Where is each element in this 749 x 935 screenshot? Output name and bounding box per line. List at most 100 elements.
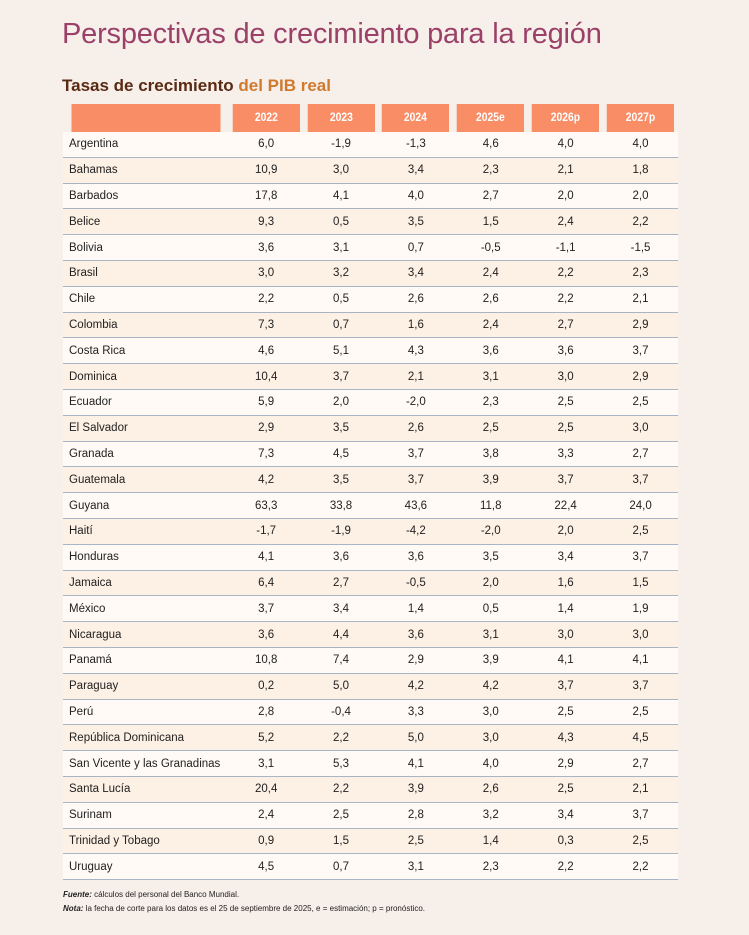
table-row: Ecuador 5,9 2,0 -2,0 2,3 2,5 2,5 <box>63 389 678 416</box>
table-row: Guatemala 4,2 3,5 3,7 3,9 3,7 3,7 <box>63 466 678 494</box>
country-cell: Dominica <box>63 363 229 390</box>
table-row: Brasil 3,0 3,2 3,4 2,4 2,2 2,3 <box>63 260 678 287</box>
value-cell: 3,0 <box>303 157 379 184</box>
table-row: Nicaragua 3,6 4,4 3,6 3,1 3,0 3,0 <box>63 621 678 648</box>
table-row: Argentina 6,0 -1,9 -1,3 4,6 4,0 4,0 <box>63 132 678 158</box>
value-cell: 2,4 <box>228 802 304 829</box>
value-cell: 3,1 <box>378 853 454 881</box>
value-cell: 4,6 <box>453 132 529 158</box>
value-cell: 4,2 <box>378 673 454 700</box>
value-cell: 0,5 <box>453 595 529 623</box>
table-row: Trinidad y Tobago 0,9 1,5 2,5 1,4 0,3 2,5 <box>63 828 678 855</box>
column-header: 2024 <box>382 104 450 132</box>
table-row: Haití -1,7 -1,9 -4,2 -2,0 2,0 2,5 <box>63 518 678 545</box>
table-row: Dominica 10,4 3,7 2,1 3,1 3,0 2,9 <box>63 363 678 390</box>
value-cell: 2,0 <box>603 183 678 210</box>
column-header <box>71 104 221 132</box>
table-row: Panamá 10,8 7,4 2,9 3,9 4,1 4,1 <box>63 647 678 674</box>
value-cell: 3,6 <box>528 337 604 365</box>
table-row: Jamaica 6,4 2,7 -0,5 2,0 1,6 1,5 <box>63 570 678 597</box>
value-cell: 3,0 <box>228 260 304 287</box>
table-header-row: 2022 2023 2024 2025e 2026p 2027p <box>63 104 678 132</box>
value-cell: 3,6 <box>378 621 454 648</box>
value-cell: 2,9 <box>603 312 678 339</box>
value-cell: -1,1 <box>528 234 604 261</box>
country-cell: Jamaica <box>63 570 229 597</box>
table-row: Uruguay 4,5 0,7 3,1 2,3 2,2 2,2 <box>63 853 678 881</box>
country-cell: Guyana <box>63 492 229 519</box>
column-header: 2026p <box>531 104 600 132</box>
value-cell: 1,5 <box>603 570 678 597</box>
value-cell: 0,7 <box>378 234 454 261</box>
country-cell: Barbados <box>63 183 229 210</box>
value-cell: 2,2 <box>303 776 379 803</box>
value-cell: 3,1 <box>453 621 529 648</box>
value-cell: 2,5 <box>603 518 678 545</box>
table-row: San Vicente y las Granadinas 3,1 5,3 4,1 4,0… <box>63 750 678 777</box>
value-cell: 0,5 <box>303 286 379 313</box>
country-cell: Brasil <box>63 260 229 287</box>
value-cell: 5,3 <box>303 750 379 777</box>
value-cell: 2,3 <box>603 260 678 287</box>
value-cell: 10,4 <box>228 363 304 390</box>
value-cell: 1,5 <box>303 828 379 855</box>
value-cell: 3,7 <box>528 673 604 700</box>
country-cell: México <box>63 595 229 623</box>
value-cell: 3,7 <box>603 466 678 494</box>
table-row: Honduras 4,1 3,6 3,6 3,5 3,4 3,7 <box>63 544 678 571</box>
value-cell: 2,5 <box>603 828 678 855</box>
gdp-growth-table: 2022 2023 2024 2025e 2026p 2027p Argentina 6,0… <box>63 104 678 881</box>
value-cell: 33,8 <box>303 492 379 519</box>
value-cell: 3,6 <box>303 544 379 571</box>
value-cell: 2,5 <box>303 802 379 829</box>
country-cell: Honduras <box>63 544 229 571</box>
value-cell: 4,1 <box>378 750 454 777</box>
value-cell: 3,5 <box>378 208 454 236</box>
value-cell: -1,9 <box>303 518 379 545</box>
value-cell: 3,7 <box>528 466 604 494</box>
value-cell: 5,2 <box>228 724 304 752</box>
country-cell: Bolivia <box>63 234 229 261</box>
country-cell: Paraguay <box>63 673 229 700</box>
country-cell: República Dominicana <box>63 724 229 752</box>
value-cell: 7,4 <box>303 647 379 674</box>
value-cell: 3,6 <box>453 337 529 365</box>
value-cell: -1,9 <box>303 132 379 158</box>
value-cell: 2,5 <box>528 776 604 803</box>
column-header: 2027p <box>606 104 675 132</box>
value-cell: 2,2 <box>228 286 304 313</box>
value-cell: 1,4 <box>453 828 529 855</box>
value-cell: 4,5 <box>303 441 379 468</box>
value-cell: 3,1 <box>453 363 529 390</box>
value-cell: 3,9 <box>378 776 454 803</box>
table-row: Bolivia 3,6 3,1 0,7 -0,5 -1,1 -1,5 <box>63 234 678 261</box>
footnotes: Fuente: cálculos del personal del Banco … <box>63 888 425 916</box>
note-label: Nota: <box>63 904 84 913</box>
table-row: Granada 7,3 4,5 3,7 3,8 3,3 2,7 <box>63 441 678 468</box>
value-cell: -1,3 <box>378 132 454 158</box>
value-cell: -2,0 <box>453 518 529 545</box>
value-cell: 3,7 <box>603 802 678 829</box>
value-cell: 3,6 <box>378 544 454 571</box>
value-cell: 2,2 <box>528 853 604 881</box>
country-cell: Haití <box>63 518 229 545</box>
column-header: 2025e <box>457 104 525 132</box>
value-cell: 4,5 <box>228 853 304 881</box>
table-row: Surinam 2,4 2,5 2,8 3,2 3,4 3,7 <box>63 802 678 829</box>
value-cell: 2,9 <box>603 363 678 390</box>
table-row: Colombia 7,3 0,7 1,6 2,4 2,7 2,9 <box>63 312 678 339</box>
value-cell: 3,7 <box>303 363 379 390</box>
value-cell: 6,4 <box>228 570 304 597</box>
table-title-part2: del PIB real <box>238 76 331 95</box>
value-cell: 3,8 <box>453 441 529 468</box>
value-cell: 24,0 <box>603 492 678 519</box>
table-title: Tasas de crecimiento del PIB real <box>62 76 331 96</box>
value-cell: 3,0 <box>453 724 529 752</box>
value-cell: 3,5 <box>453 544 529 571</box>
value-cell: 11,8 <box>453 492 529 519</box>
page-title: Perspectivas de crecimiento para la regi… <box>62 18 602 50</box>
table-row: Guyana 63,3 33,8 43,6 11,8 22,4 24,0 <box>63 492 678 519</box>
value-cell: 3,1 <box>303 234 379 261</box>
value-cell: 4,1 <box>528 647 604 674</box>
value-cell: 1,4 <box>528 595 604 623</box>
